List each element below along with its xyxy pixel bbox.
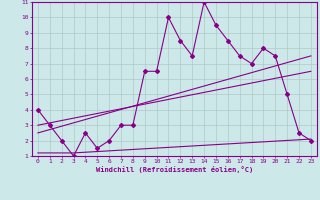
- X-axis label: Windchill (Refroidissement éolien,°C): Windchill (Refroidissement éolien,°C): [96, 166, 253, 173]
